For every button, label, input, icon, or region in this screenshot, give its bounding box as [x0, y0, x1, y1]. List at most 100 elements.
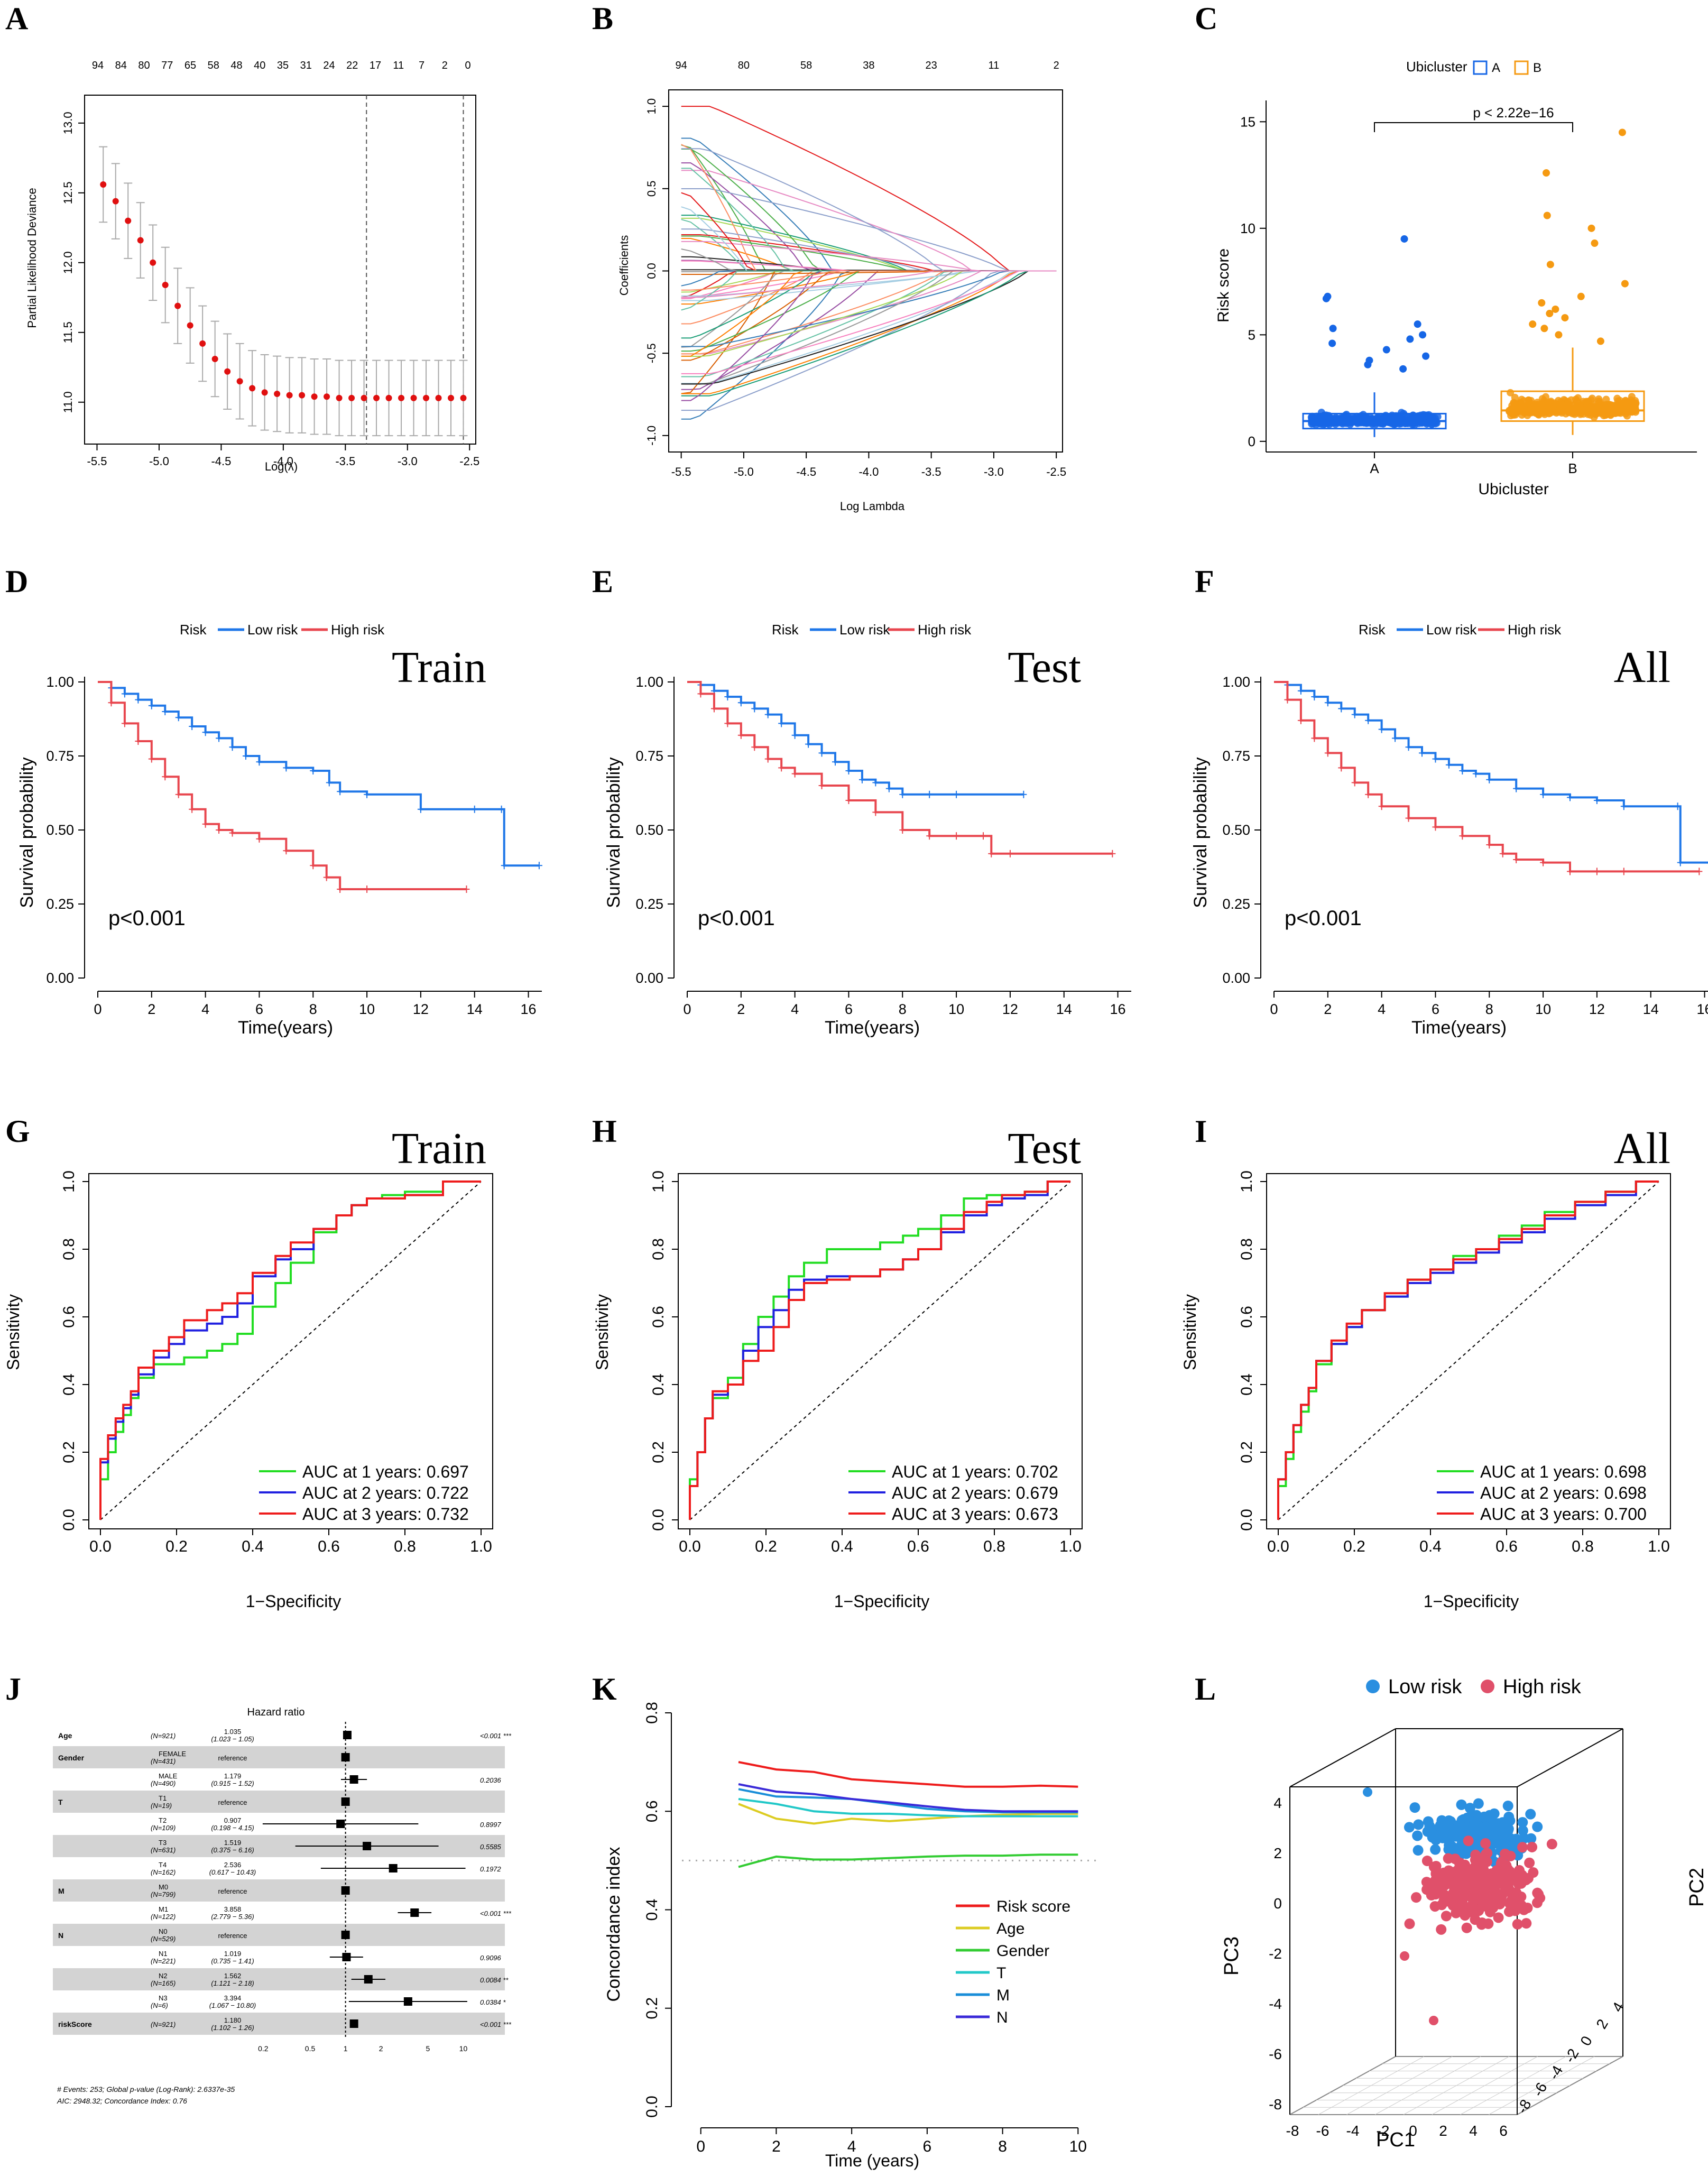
- g-plot-frame: [88, 1173, 493, 1529]
- k-legend-label-5: N: [996, 2009, 1008, 2026]
- c-point-a: [1428, 412, 1436, 420]
- l-point-high: [1507, 1902, 1518, 1913]
- a-top-tick-label: 65: [184, 60, 196, 71]
- b-coef-path: [681, 270, 1057, 385]
- l-pc2-tick: 4: [1609, 1999, 1627, 2015]
- c-y-tick-label: 5: [1248, 327, 1255, 343]
- j-ci: (0.735 − 1.41): [211, 1957, 254, 1965]
- l-pc1-tick: -4: [1346, 2123, 1360, 2139]
- a-top-tick-label: 35: [277, 60, 289, 71]
- c-point-b: [1546, 310, 1554, 318]
- c-point-b: [1543, 169, 1550, 177]
- l-pc1-tick: 4: [1469, 2123, 1478, 2139]
- h-x-tick-label: 0.6: [907, 1538, 929, 1555]
- b-top-tick-label: 23: [926, 60, 937, 71]
- f-x-tick-label: 0: [1270, 1001, 1278, 1017]
- a-point: [286, 392, 293, 399]
- l-point-high: [1533, 1889, 1544, 1900]
- b-coef-path: [681, 270, 1057, 305]
- l-point-low: [1413, 1819, 1424, 1830]
- j-estimate: [403, 1997, 412, 2006]
- a-top-tick-label: 31: [300, 60, 312, 71]
- l-point-high: [1439, 1889, 1450, 1901]
- c-point-b: [1540, 396, 1548, 404]
- a-point: [199, 340, 206, 347]
- l-point-high: [1476, 1865, 1488, 1876]
- l-point-high: [1483, 1918, 1494, 1929]
- c-point-b: [1594, 397, 1602, 405]
- l-point-low: [1412, 1845, 1424, 1856]
- e-y-tick-label: 1.00: [635, 674, 663, 690]
- d-x-tick-label: 4: [201, 1001, 209, 1017]
- c-y-tick-label: 10: [1240, 220, 1255, 236]
- j-row-shade: [53, 1924, 505, 1946]
- c-point-b: [1610, 402, 1618, 410]
- c-point-b: [1508, 402, 1516, 410]
- l-point-high: [1450, 1853, 1461, 1865]
- i-xlabel: 1−Specificity: [1424, 1592, 1519, 1611]
- f-x-tick-label: 16: [1697, 1001, 1708, 1017]
- l-pc1-tick: 6: [1499, 2123, 1508, 2139]
- b-coef-path: [681, 162, 1057, 272]
- l-point-high: [1460, 1859, 1471, 1870]
- h-x-tick-label: 0.0: [679, 1538, 701, 1555]
- a-point: [274, 390, 281, 397]
- j-level: N3: [159, 1994, 168, 2002]
- a-point: [211, 355, 218, 362]
- l-grid-line: [1432, 2056, 1538, 2115]
- j-p: 0.9096: [480, 1954, 502, 1962]
- h-x-tick-label: 0.8: [983, 1538, 1005, 1555]
- j-x-tick-label: 1: [344, 2044, 348, 2053]
- h-y-tick-label: 0.0: [650, 1509, 667, 1531]
- a-x-tick-label: -3.5: [335, 455, 355, 468]
- a-point: [460, 394, 467, 401]
- g-x-tick-label: 0.0: [89, 1538, 112, 1555]
- panel-label-k: K: [592, 1672, 617, 1706]
- panel-label-c: C: [1195, 1, 1217, 36]
- l-point-high: [1478, 1883, 1489, 1894]
- l-point-low: [1453, 1826, 1464, 1837]
- l-pc2-tick: 2: [1593, 2016, 1611, 2032]
- j-estimate: [343, 1731, 352, 1739]
- a-ylabel: Partial Likelihood Deviance: [25, 188, 39, 328]
- a-point: [249, 385, 256, 392]
- k-x-tick-label: 6: [923, 2138, 932, 2155]
- b-coef-path: [681, 270, 1057, 374]
- a-x-tick-label: -4.5: [211, 455, 231, 468]
- d-y-tick-label: 1.00: [46, 674, 74, 690]
- a-point: [410, 394, 417, 401]
- k-line-2: [738, 1853, 1078, 1868]
- l-point-low: [1502, 1800, 1513, 1811]
- j-ci: (1.121 − 2.18): [211, 1979, 254, 1987]
- l-box-edge: [1517, 1728, 1623, 1787]
- j-p: 0.5585: [480, 1843, 502, 1851]
- k-legend-label-1: Age: [996, 1920, 1024, 1938]
- k-x-tick-label: 2: [772, 2138, 781, 2155]
- k-legend-label-4: M: [996, 1987, 1010, 2004]
- j-n: (N=6): [151, 2001, 168, 2009]
- b-coef-path: [681, 149, 1057, 272]
- l-point-low: [1483, 1829, 1494, 1840]
- b-coef-path: [681, 270, 1057, 298]
- a-point: [324, 393, 330, 400]
- d-y-tick-label: 0.25: [46, 896, 74, 912]
- f-x-tick-label: 14: [1643, 1001, 1659, 1017]
- j-p: 0.2036: [480, 1776, 502, 1784]
- l-point-high: [1492, 1877, 1503, 1888]
- a-point: [398, 394, 405, 401]
- j-var: Gender: [58, 1754, 85, 1762]
- d-x-tick-label: 2: [147, 1001, 155, 1017]
- l-pc1-tick: -8: [1286, 2123, 1299, 2139]
- d-legend: Risk Low risk High risk: [180, 622, 385, 638]
- i-legend-label-3: AUC at 3 years: 0.700: [1480, 1505, 1647, 1524]
- c-point-a: [1328, 339, 1336, 347]
- j-estimate: [341, 1886, 350, 1895]
- a-plot-frame: [84, 95, 476, 445]
- b-top-tick-label: 11: [989, 60, 1000, 71]
- k-x-tick-label: 4: [847, 2138, 856, 2155]
- j-hr: reference: [218, 1932, 247, 1940]
- h-y-tick-label: 0.6: [650, 1306, 667, 1328]
- c-legend-a: A: [1492, 61, 1500, 75]
- l-point-high: [1466, 1900, 1477, 1911]
